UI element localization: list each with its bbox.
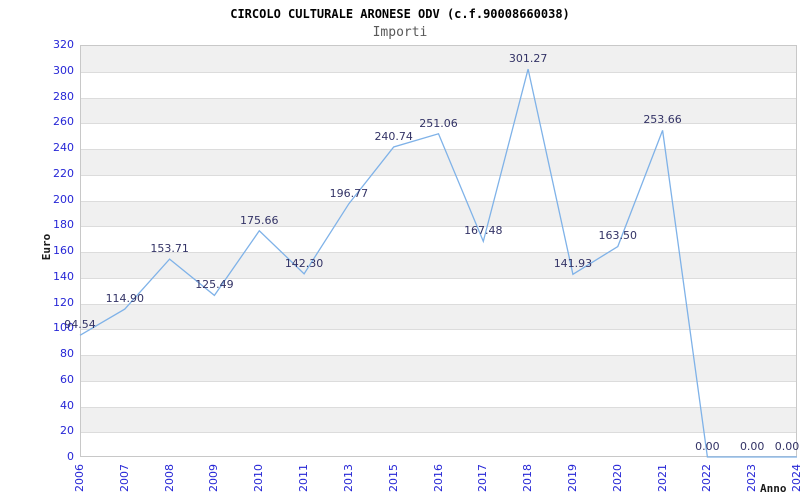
- x-axis-title: Anno: [760, 482, 787, 495]
- x-tick-label: 2019: [565, 464, 579, 492]
- y-tick-label: 260: [53, 115, 74, 129]
- x-tick-label: 2022: [700, 464, 714, 492]
- data-label: 301.27: [508, 52, 548, 66]
- data-label: 0.00: [739, 440, 765, 453]
- y-tick-label: 20: [60, 424, 74, 438]
- data-label: 196.77: [329, 186, 369, 200]
- x-tick-label: 2008: [162, 464, 176, 492]
- gridline: [81, 71, 796, 73]
- plot-band: [81, 303, 796, 330]
- y-tick-label: 320: [53, 38, 74, 51]
- data-label: 94.54: [64, 318, 96, 332]
- gridline: [81, 303, 796, 305]
- x-tick-label: 2009: [207, 464, 221, 492]
- data-label: 175.66: [240, 213, 279, 227]
- y-tick-label: 240: [53, 141, 74, 154]
- y-tick-label: 140: [53, 269, 74, 283]
- chart-subtitle: Importi: [372, 25, 428, 40]
- y-tick-label: 180: [53, 218, 74, 232]
- y-tick-label: 200: [53, 192, 74, 206]
- data-label: 167.48: [464, 224, 503, 238]
- x-tick-label: 2023: [745, 464, 759, 492]
- data-label: 114.90: [105, 292, 145, 306]
- chart-title: CIRCOLO CULTURALE ARONESE ODV (c.f.90008…: [230, 7, 570, 21]
- y-tick-label: 120: [53, 295, 74, 309]
- gridline: [81, 432, 796, 434]
- x-tick-label: 2013: [341, 464, 355, 492]
- gridline: [81, 226, 796, 228]
- y-tick-label: 300: [53, 63, 74, 77]
- gridline: [81, 149, 796, 150]
- x-tick-label: 2010: [252, 464, 266, 492]
- x-tick-label: 2021: [655, 464, 669, 492]
- gridline: [81, 406, 796, 408]
- plot-band: [81, 406, 796, 433]
- x-tick-label: 2024: [790, 464, 800, 492]
- y-tick-label: 80: [60, 347, 74, 360]
- gridline: [81, 277, 796, 279]
- gridline: [81, 355, 796, 356]
- y-axis-title: Euro: [40, 233, 53, 261]
- plot-band: [81, 46, 796, 72]
- data-label: 251.06: [419, 116, 458, 130]
- data-label: 0.00: [695, 440, 720, 453]
- y-tick-label: 160: [53, 244, 74, 257]
- gridline: [81, 174, 796, 176]
- y-tick-label: 280: [53, 89, 74, 103]
- plot-band: [81, 200, 796, 227]
- plot-band: [81, 355, 796, 381]
- data-label: 240.74: [374, 130, 413, 144]
- data-label: 153.71: [150, 242, 189, 256]
- x-tick-label: 2018: [521, 464, 535, 492]
- data-label: 163.50: [598, 229, 638, 243]
- plot-band: [81, 252, 796, 278]
- y-tick-label: 220: [53, 166, 74, 180]
- x-tick-label: 2020: [610, 464, 624, 492]
- gridline: [81, 329, 796, 331]
- data-label: 0.00: [774, 440, 800, 453]
- x-tick-label: 2017: [476, 464, 490, 492]
- x-tick-label: 2007: [117, 464, 131, 492]
- x-tick-label: 2015: [386, 464, 400, 492]
- data-label: 142.30: [284, 256, 324, 270]
- gridline: [81, 97, 796, 99]
- x-tick-label: 2016: [431, 464, 445, 492]
- data-label: 125.49: [195, 278, 234, 292]
- y-tick-label: 100: [53, 321, 74, 335]
- x-tick-label: 2006: [73, 464, 86, 492]
- data-label: 253.66: [643, 113, 682, 127]
- data-label: 141.93: [553, 257, 593, 271]
- x-tick-label: 2011: [297, 464, 311, 492]
- plot-band: [81, 149, 796, 175]
- gridline: [81, 200, 796, 202]
- gridline: [81, 380, 796, 382]
- y-tick-label: 0: [67, 450, 74, 463]
- y-tick-label: 40: [60, 398, 74, 412]
- y-tick-label: 60: [60, 372, 74, 386]
